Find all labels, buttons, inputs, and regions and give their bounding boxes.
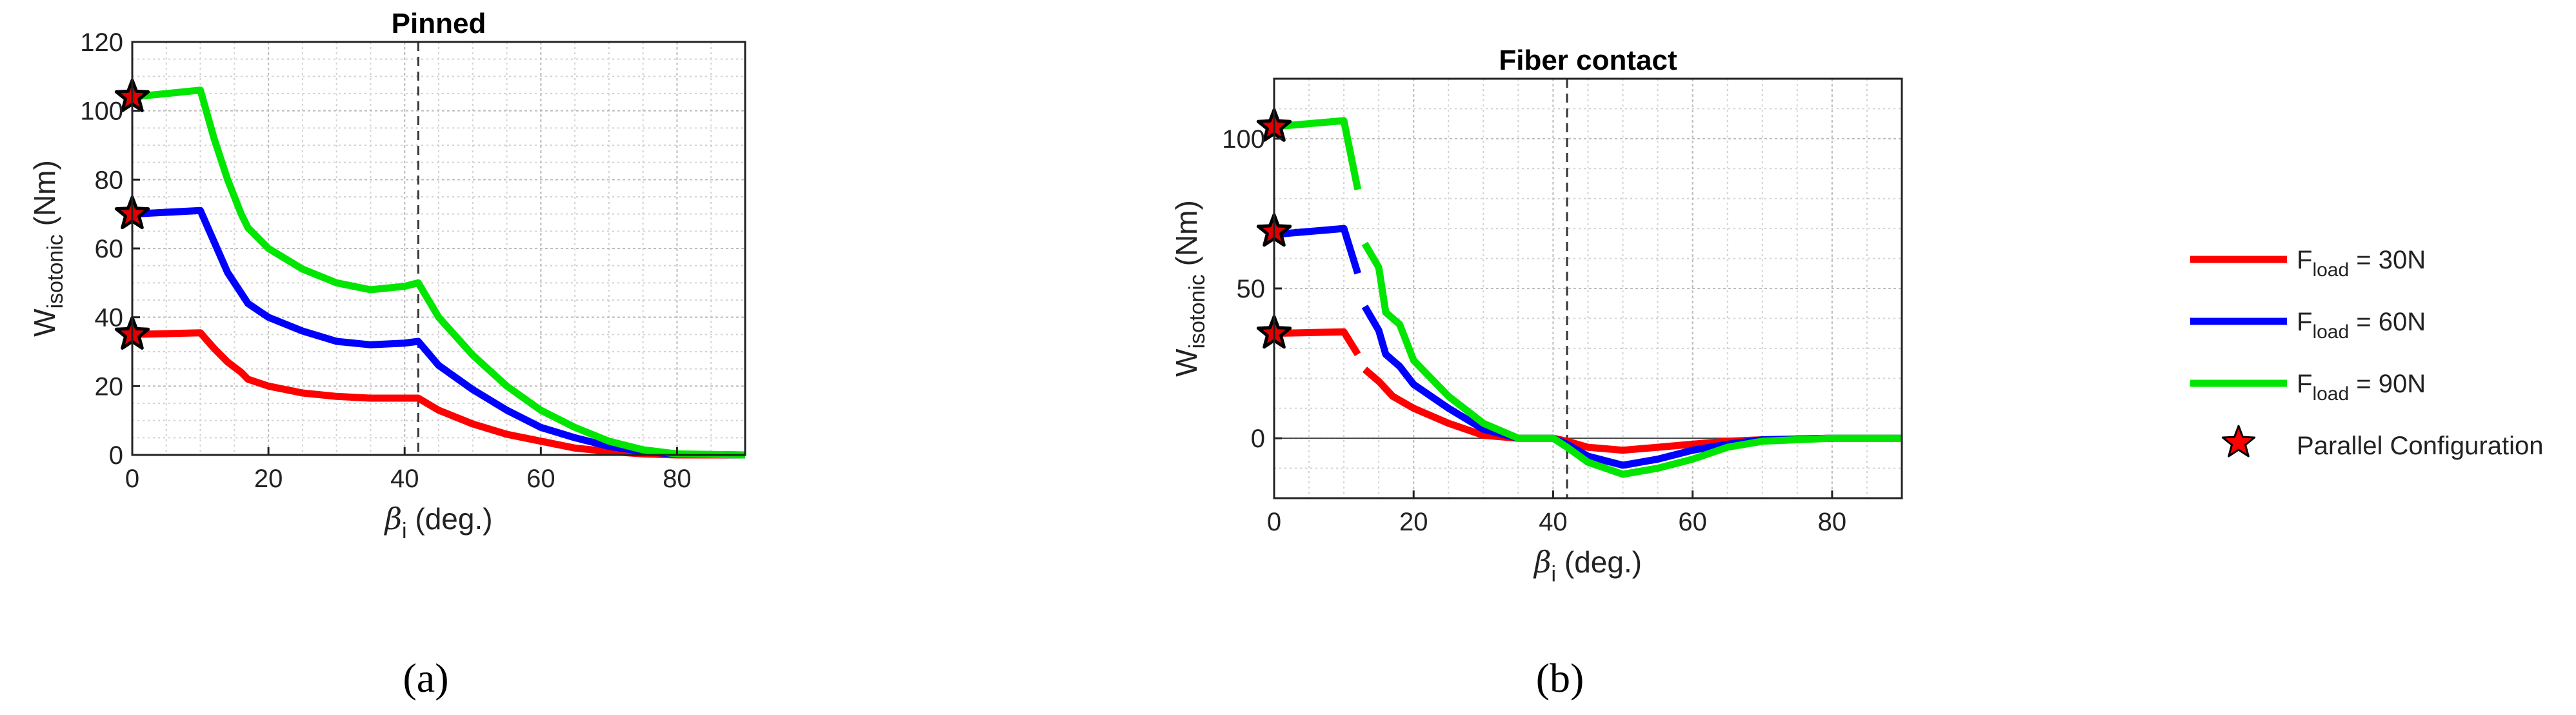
x-tick-label: 20 <box>254 465 283 493</box>
chart-title: Fiber contact <box>1499 45 1677 76</box>
y-tick-label: 20 <box>95 372 124 401</box>
x-tick-label: 80 <box>1818 508 1847 536</box>
y-tick-label: 60 <box>95 235 124 263</box>
x-tick-label: 0 <box>125 465 139 493</box>
y-label-main: W <box>1170 348 1203 377</box>
x-axis-label: βi (deg.) <box>1533 545 1642 587</box>
y-tick-label: 100 <box>80 97 123 126</box>
x-tick-label: 60 <box>526 465 555 493</box>
x-label-unit: (deg.) <box>407 502 493 536</box>
x-tick-label: 60 <box>1678 508 1707 536</box>
x-tick-label: 0 <box>1267 508 1281 536</box>
y-label-unit: (Nm) <box>28 160 61 234</box>
legend-base: F <box>2297 308 2312 336</box>
y-tick-label: 50 <box>1237 275 1266 303</box>
y-tick-label: 100 <box>1222 125 1265 154</box>
legend-label: Fload = 90N <box>2297 370 2426 405</box>
series-line-3-seg-1 <box>132 86 746 459</box>
series-line-1-seg-1 <box>1273 328 1361 357</box>
y-label-unit: (Nm) <box>1170 200 1203 274</box>
y-axis-label: Wisotonic (Nm) <box>28 160 68 337</box>
legend-base: F <box>2297 370 2312 398</box>
y-axis-label: Wisotonic (Nm) <box>1170 200 1210 377</box>
x-label-symbol: β <box>383 501 402 536</box>
panel-b: 0 20 40 60 80 0 50 100 Fiber contact βi (deg.) Wis… <box>1170 45 1903 701</box>
legend-rest: = 60N <box>2349 308 2426 336</box>
legend-rest: = 30N <box>2349 246 2426 274</box>
subfigure-caption: (b) <box>1536 655 1584 701</box>
legend-sub: load <box>2312 259 2349 281</box>
legend-sub: load <box>2312 383 2349 405</box>
x-tick-label: 80 <box>663 465 692 493</box>
legend-star-icon <box>2221 425 2256 458</box>
series-line-1-seg-1 <box>132 329 745 459</box>
legend-sub: load <box>2312 321 2349 343</box>
legend-base: F <box>2297 246 2312 274</box>
x-tick-label: 40 <box>1539 508 1568 536</box>
series-line-2-seg-1 <box>132 206 746 459</box>
y-label-sub: isotonic <box>1185 274 1210 348</box>
chart-title: Pinned <box>392 8 486 39</box>
subfigure-caption: (a) <box>403 655 448 701</box>
legend-rest: = 90N <box>2349 370 2426 398</box>
x-label-unit: (deg.) <box>1556 545 1642 579</box>
x-tick-label: 40 <box>390 465 419 493</box>
x-label-sub: i <box>402 519 407 543</box>
x-label-symbol: β <box>1533 545 1552 579</box>
x-axis-label: βi (deg.) <box>383 501 492 543</box>
x-label-sub: i <box>1552 562 1557 587</box>
legend-label: Fload = 30N <box>2297 246 2426 281</box>
y-tick-label: 80 <box>95 166 124 194</box>
panel-a: 0 20 40 60 80 0 20 40 60 80 100 120 Pinned βi (deg.) W… <box>28 8 746 701</box>
legend-label: Parallel Configuration <box>2297 432 2543 460</box>
y-tick-label: 0 <box>1251 425 1265 453</box>
series-line-2-seg-1 <box>1273 225 1361 275</box>
x-tick-label: 20 <box>1399 508 1428 536</box>
y-tick-label: 40 <box>95 304 124 332</box>
y-tick-label: 0 <box>109 441 123 470</box>
series-line-3-seg-2 <box>1361 241 1902 478</box>
series-line-3-seg-1 <box>1273 117 1362 190</box>
y-label-sub: isotonic <box>43 234 68 308</box>
legend-label: Fload = 60N <box>2297 308 2426 343</box>
y-tick-label: 120 <box>80 28 123 57</box>
y-label-main: W <box>28 308 61 337</box>
